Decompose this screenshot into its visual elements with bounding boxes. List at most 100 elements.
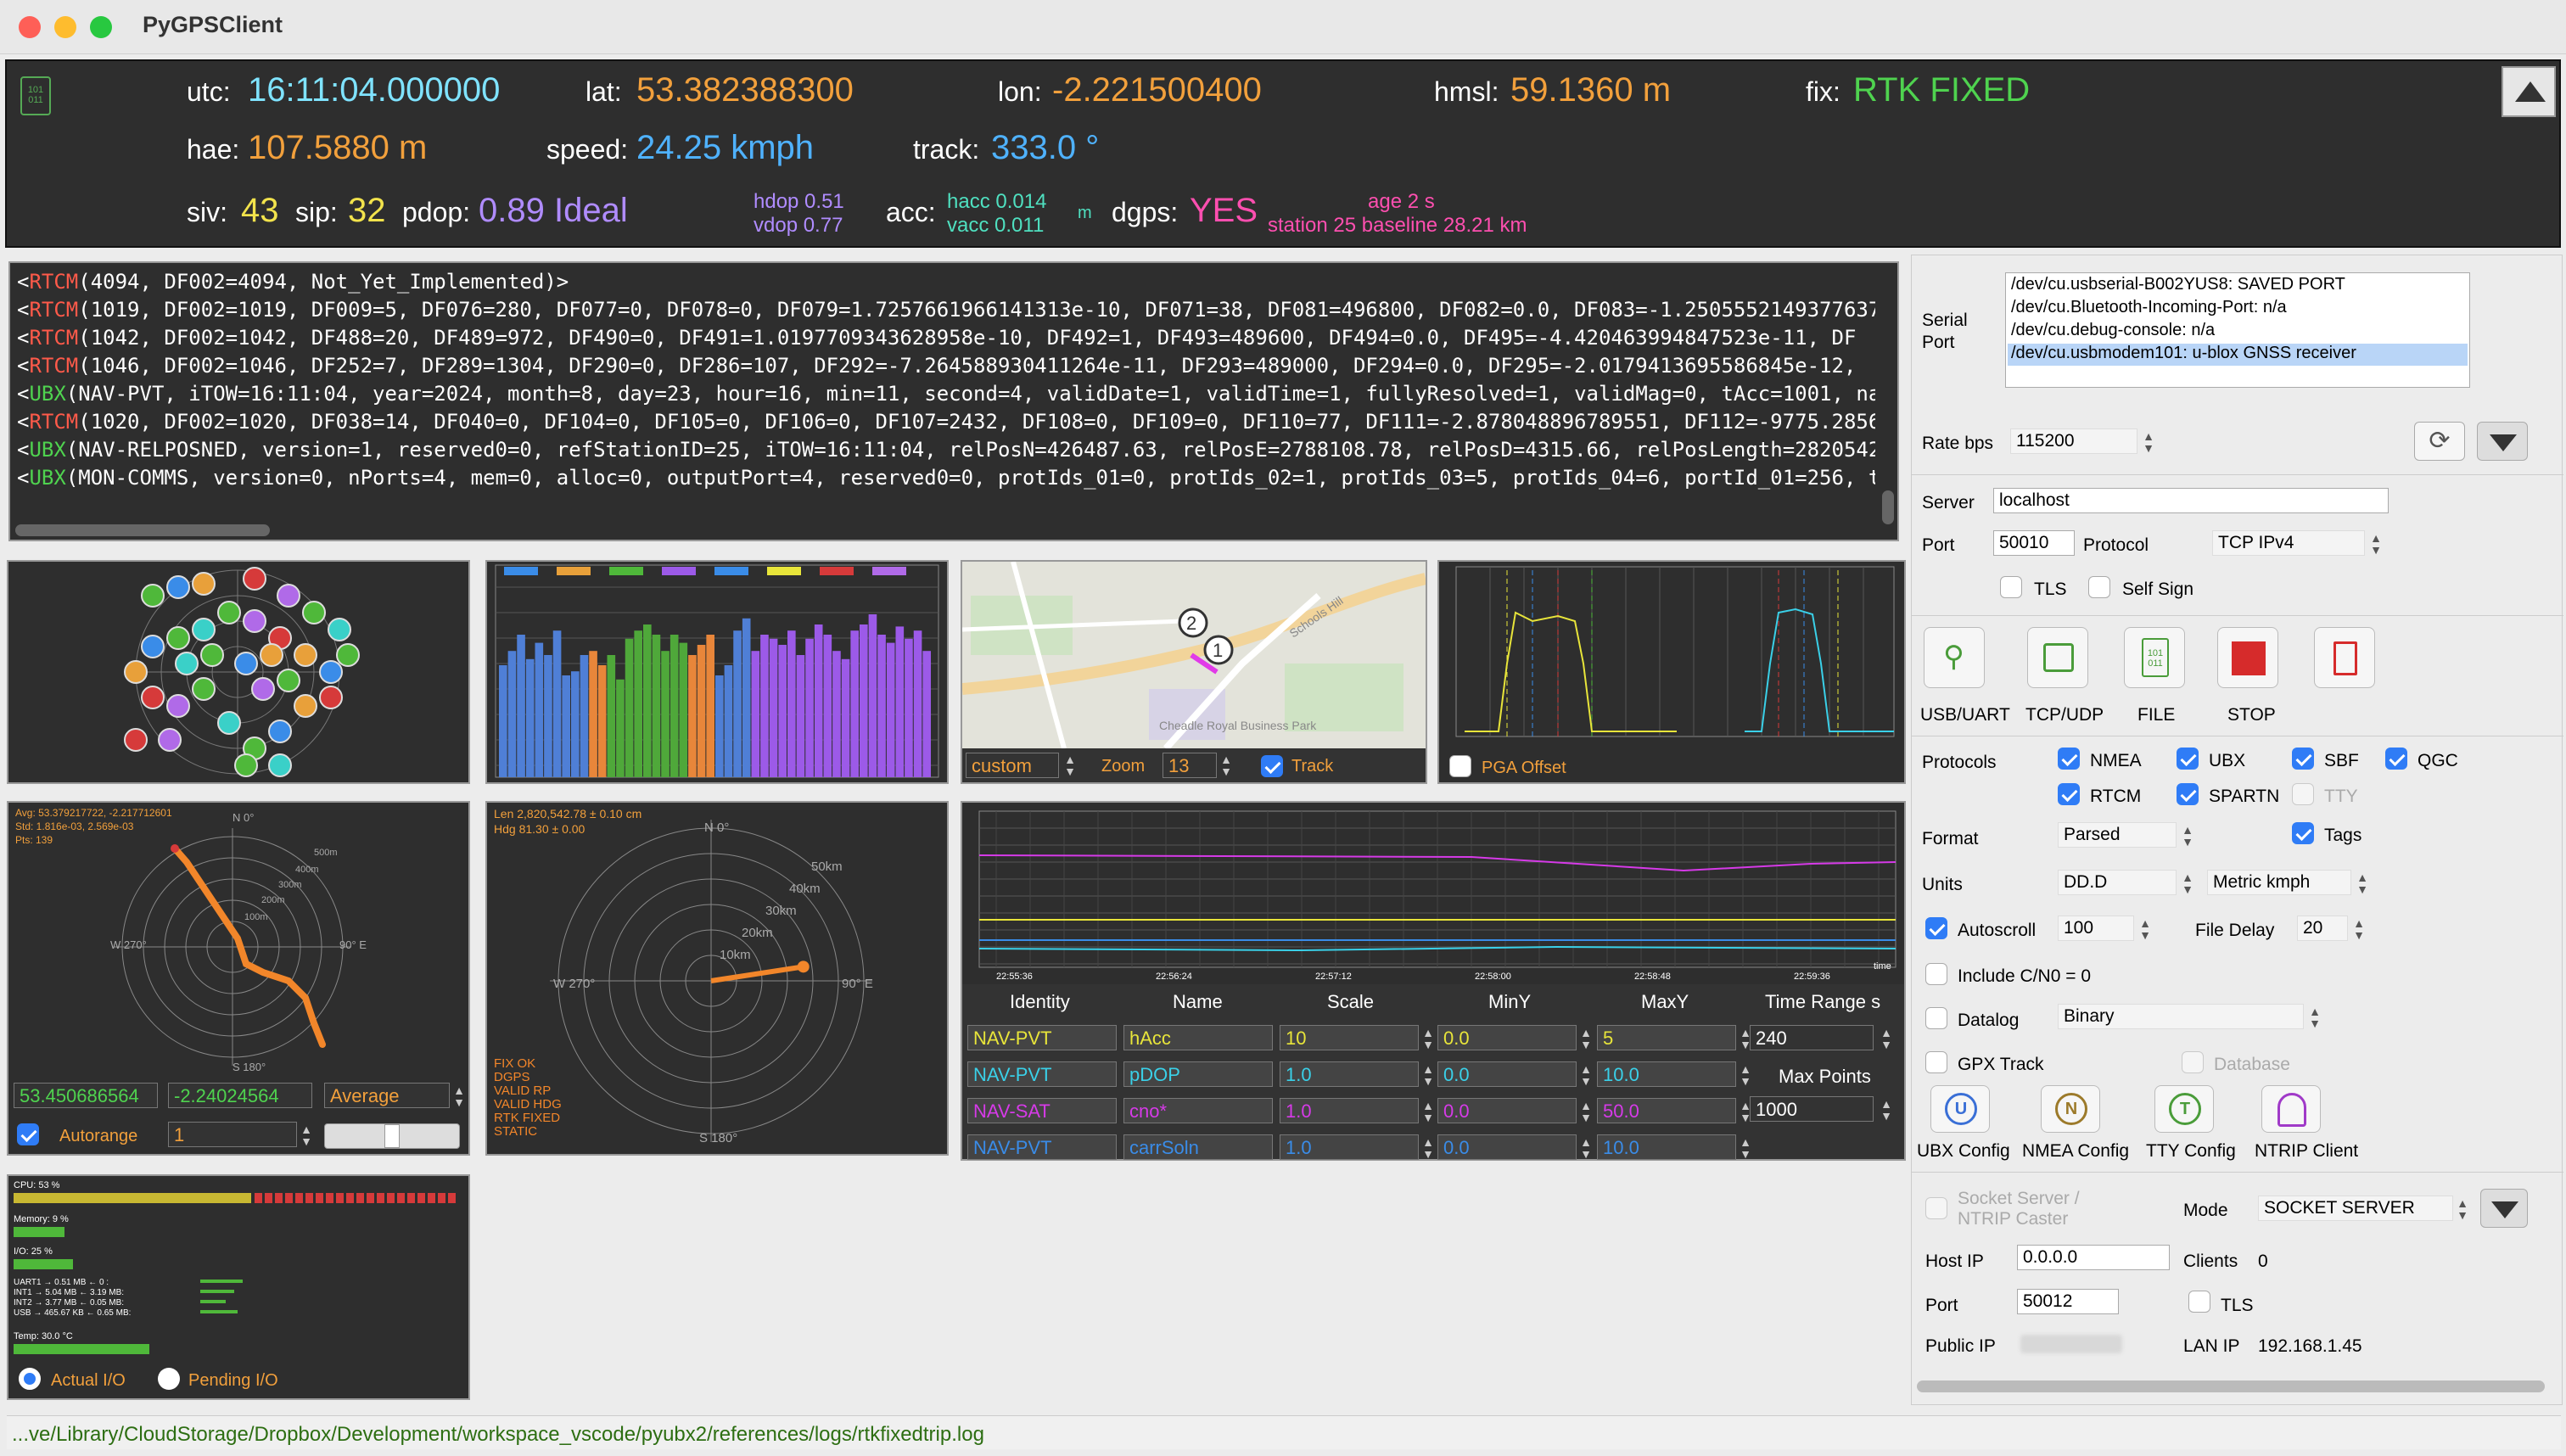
graph-row-identity[interactable]: NAV-PVT: [967, 1134, 1117, 1160]
server-input[interactable]: localhost: [1993, 488, 2389, 513]
time-range-input[interactable]: 240: [1750, 1025, 1874, 1050]
autorange-spinner[interactable]: ▲ ▼: [300, 1123, 312, 1148]
graph-row-identity[interactable]: NAV-PVT: [967, 1061, 1117, 1087]
console-vertical-scrollbar[interactable]: [1882, 490, 1894, 524]
gpx-track-checkbox[interactable]: [1925, 1051, 1947, 1073]
socket-port-input[interactable]: 50012: [2017, 1289, 2119, 1314]
close-window-button[interactable]: [19, 16, 41, 38]
rate-select[interactable]: 115200: [2010, 428, 2137, 454]
mode-select[interactable]: SOCKET SERVER: [2258, 1196, 2453, 1221]
serial-port-item[interactable]: /dev/cu.usbserial-B002YUS8: SAVED PORT: [2011, 275, 2345, 294]
tags-checkbox[interactable]: [2292, 822, 2314, 844]
track-checkbox[interactable]: [1261, 755, 1283, 777]
graph-row-name[interactable]: pDOP: [1123, 1061, 1273, 1087]
self-sign-checkbox[interactable]: [2088, 576, 2110, 598]
actual-io-radio[interactable]: [19, 1368, 41, 1390]
graph-row-maxy[interactable]: 50.0: [1597, 1098, 1736, 1123]
file-delay-spinner[interactable]: ▲ ▼: [2353, 916, 2365, 942]
time-range-spinner[interactable]: ▲ ▼: [1880, 1026, 1892, 1051]
scatter-mode-spinner[interactable]: ▲ ▼: [453, 1084, 465, 1109]
expand-serial-button[interactable]: [2477, 422, 2528, 461]
pending-io-radio[interactable]: [158, 1368, 180, 1390]
tty-checkbox[interactable]: [2292, 783, 2314, 805]
map-view[interactable]: 2 1 Cheadle Royal Business Park Schools …: [961, 561, 1427, 751]
server-tls-checkbox[interactable]: [2000, 576, 2022, 598]
graph-row-spinner[interactable]: ▲ ▼: [1580, 1099, 1592, 1124]
graph-row-miny[interactable]: 0.0: [1437, 1025, 1577, 1050]
socket-server-checkbox[interactable]: [1925, 1197, 1947, 1219]
graph-row-spinner[interactable]: ▲ ▼: [1740, 1062, 1751, 1088]
spartn-checkbox[interactable]: [2177, 783, 2199, 805]
autorange-slider[interactable]: [324, 1123, 460, 1149]
graph-row-identity[interactable]: NAV-SAT: [967, 1098, 1117, 1123]
scatter-lon-input[interactable]: -2.24024564: [168, 1083, 312, 1108]
exit-button[interactable]: [2314, 627, 2375, 688]
map-source-select[interactable]: custom: [966, 753, 1059, 778]
graph-row-miny[interactable]: 0.0: [1437, 1061, 1577, 1087]
units-position-spinner[interactable]: ▲ ▼: [2182, 871, 2193, 896]
graph-row-spinner[interactable]: ▲ ▼: [1422, 1135, 1434, 1161]
map-panel[interactable]: 2 1 Cheadle Royal Business Park Schools …: [961, 560, 1427, 784]
autorange-checkbox[interactable]: [17, 1123, 39, 1145]
tcp-udp-button[interactable]: [2027, 627, 2088, 688]
graph-row-spinner[interactable]: ▲ ▼: [1740, 1026, 1751, 1051]
max-points-spinner[interactable]: ▲ ▼: [1880, 1097, 1892, 1123]
usb-uart-button[interactable]: ⚲: [1924, 627, 1985, 688]
nmea-config-button[interactable]: N: [2041, 1085, 2100, 1133]
autorange-input[interactable]: 1: [168, 1122, 297, 1147]
graph-row-scale[interactable]: 1.0: [1280, 1098, 1419, 1123]
zoom-input[interactable]: 13: [1163, 753, 1217, 778]
mode-spinner[interactable]: ▲ ▼: [2457, 1196, 2468, 1222]
serial-port-list[interactable]: /dev/cu.usbserial-B002YUS8: SAVED PORT/d…: [2005, 272, 2470, 388]
graph-row-spinner[interactable]: ▲ ▼: [1580, 1026, 1592, 1051]
console-panel[interactable]: <RTCM(4094, DF002=4094, Not_Yet_Implemen…: [8, 261, 1899, 541]
graph-row-spinner[interactable]: ▲ ▼: [1422, 1062, 1434, 1088]
minimize-window-button[interactable]: [54, 16, 76, 38]
autoscroll-spinner[interactable]: ▲ ▼: [2139, 916, 2151, 942]
port-input[interactable]: 50010: [1993, 530, 2075, 556]
protocol-select[interactable]: TCP IPv4: [2212, 530, 2365, 556]
datalog-checkbox[interactable]: [1925, 1007, 1947, 1029]
graph-row-identity[interactable]: NAV-PVT: [967, 1025, 1117, 1050]
graph-row-spinner[interactable]: ▲ ▼: [1740, 1099, 1751, 1124]
graph-row-name[interactable]: carrSoln: [1123, 1134, 1273, 1160]
graph-row-scale[interactable]: 1.0: [1280, 1134, 1419, 1160]
rate-spinner[interactable]: ▲ ▼: [2143, 429, 2154, 455]
qgc-checkbox[interactable]: [2385, 748, 2407, 770]
graph-row-spinner[interactable]: ▲ ▼: [1422, 1026, 1434, 1051]
graph-row-scale[interactable]: 10: [1280, 1025, 1419, 1050]
serial-port-item[interactable]: /dev/cu.debug-console: n/a: [2011, 321, 2216, 339]
max-points-input[interactable]: 1000: [1750, 1096, 1874, 1122]
format-spinner[interactable]: ▲ ▼: [2182, 823, 2193, 848]
rtcm-checkbox[interactable]: [2058, 783, 2080, 805]
format-select[interactable]: Parsed: [2058, 822, 2177, 848]
datalog-format-select[interactable]: Binary: [2058, 1004, 2304, 1029]
scatter-lat-input[interactable]: 53.450686564: [14, 1083, 158, 1108]
datalog-format-spinner[interactable]: ▲ ▼: [2309, 1005, 2321, 1030]
graph-row-spinner[interactable]: ▲ ▼: [1422, 1099, 1434, 1124]
graph-row-miny[interactable]: 0.0: [1437, 1098, 1577, 1123]
protocol-spinner[interactable]: ▲ ▼: [2370, 531, 2382, 557]
graph-row-spinner[interactable]: ▲ ▼: [1580, 1062, 1592, 1088]
graph-row-scale[interactable]: 1.0: [1280, 1061, 1419, 1087]
nmea-checkbox[interactable]: [2058, 748, 2080, 770]
settings-scrollbar[interactable]: [1917, 1380, 2545, 1392]
host-ip-input[interactable]: 0.0.0.0: [2017, 1245, 2170, 1270]
autoscroll-checkbox[interactable]: [1925, 917, 1947, 939]
collapse-banner-button[interactable]: [2502, 66, 2556, 117]
slider-handle[interactable]: [384, 1124, 400, 1148]
graph-row-spinner[interactable]: ▲ ▼: [1740, 1135, 1751, 1161]
graph-row-spinner[interactable]: ▲ ▼: [1580, 1135, 1592, 1161]
zoom-spinner[interactable]: ▲ ▼: [1220, 753, 1232, 778]
sbf-checkbox[interactable]: [2292, 748, 2314, 770]
serial-port-item[interactable]: /dev/cu.Bluetooth-Incoming-Port: n/a: [2011, 298, 2287, 316]
graph-row-name[interactable]: hAcc: [1123, 1025, 1273, 1050]
file-delay-input[interactable]: 20: [2297, 916, 2348, 941]
database-checkbox[interactable]: [2182, 1051, 2204, 1073]
map-source-spinner[interactable]: ▲ ▼: [1064, 753, 1076, 778]
refresh-ports-button[interactable]: ⟳: [2414, 422, 2465, 461]
stop-button[interactable]: [2217, 627, 2278, 688]
ntrip-client-button[interactable]: [2261, 1085, 2321, 1133]
graph-row-maxy[interactable]: 5: [1597, 1025, 1736, 1050]
serial-port-item[interactable]: /dev/cu.usbmodem101: u-blox GNSS receive…: [2008, 344, 2468, 366]
